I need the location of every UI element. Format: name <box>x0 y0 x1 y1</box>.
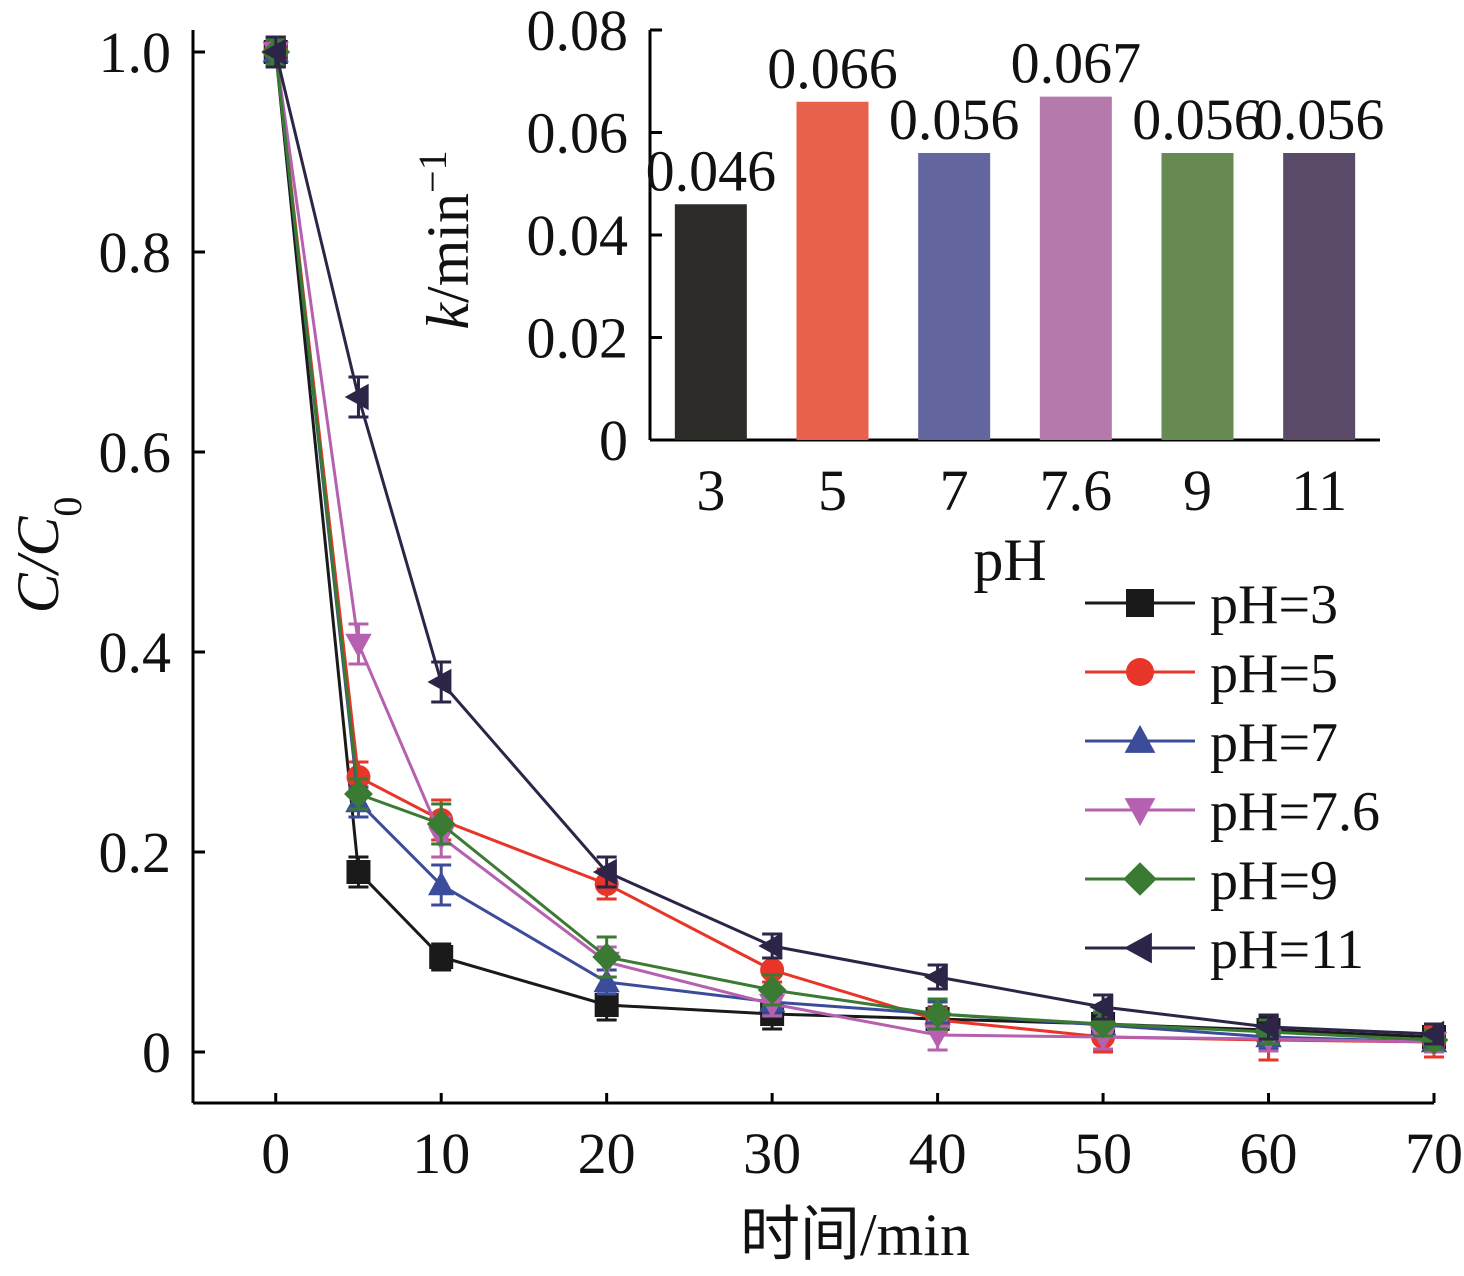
inset-y-axis-title-sup: −1 <box>410 150 455 193</box>
inset-y-tick-label: 0.04 <box>527 203 629 268</box>
legend-item: pH=7 <box>1085 712 1338 774</box>
legend-label: pH=9 <box>1210 850 1338 912</box>
data-point <box>428 871 455 896</box>
legend-marker <box>1124 724 1156 753</box>
legend-marker <box>1123 932 1152 964</box>
data-point <box>345 633 372 658</box>
legend-item: pH=11 <box>1085 919 1364 981</box>
bar-value-label: 0.066 <box>767 36 898 101</box>
inset-y-tick-label: 0.08 <box>527 0 629 63</box>
data-point <box>923 999 952 1029</box>
x-tick-label: 0 <box>261 1121 290 1186</box>
bar-pH-7.6 <box>1039 96 1112 440</box>
main-y-axis-title-sub: 0 <box>45 497 90 517</box>
bar-pH-7 <box>918 153 991 440</box>
data-point <box>594 993 619 1017</box>
inset-x-tick-label: 7.6 <box>1040 458 1113 523</box>
legend-label: pH=7.6 <box>1210 781 1380 843</box>
inset-x-axis-title: pH <box>973 527 1046 593</box>
legend-item: pH=7.6 <box>1085 781 1380 843</box>
legend-marker <box>1126 589 1154 617</box>
bar-value-label: 0.056 <box>1132 87 1263 152</box>
data-point <box>1420 1020 1445 1048</box>
bar-pH-3 <box>674 204 747 440</box>
data-point <box>593 968 620 993</box>
inset-y-tick-label: 0 <box>599 408 628 473</box>
inset-bar-chart: 00.020.040.060.083 5 7 7.6 9 11 0.0460.0660.0… <box>410 0 1385 593</box>
x-tick-label: 20 <box>578 1121 636 1186</box>
bar-pH-5 <box>796 101 869 440</box>
legend-item: pH=5 <box>1085 643 1338 705</box>
data-point <box>346 765 371 789</box>
data-point <box>592 858 617 886</box>
inset-ticks: 0 0.02 0.04 0.06 0.08 3 5 7 7.6 9 11 <box>527 0 1348 523</box>
data-point <box>924 1024 951 1049</box>
inset-y-tick-label: 0.06 <box>527 101 629 166</box>
data-point <box>426 809 456 839</box>
inset-y-tick-label: 0.02 <box>527 306 629 371</box>
legend: pH=3 pH=5 pH=7 pH=7.6 pH=9 pH=11 <box>1085 574 1380 981</box>
data-point <box>1089 1026 1117 1051</box>
bar-value-label: 0.056 <box>1254 87 1385 152</box>
x-tick-label: 60 <box>1240 1121 1298 1186</box>
series-pH=11 <box>261 35 1445 1048</box>
legend-marker <box>1126 658 1154 686</box>
data-point <box>758 932 783 960</box>
bar-value-label: 0.067 <box>1011 31 1142 96</box>
data-point <box>757 975 787 1005</box>
bar-value-label: 0.056 <box>889 87 1020 152</box>
data-point <box>1254 1013 1279 1041</box>
data-point <box>346 860 371 884</box>
inset-x-tick-label: 11 <box>1291 458 1347 523</box>
x-tick-label: 10 <box>412 1121 470 1186</box>
data-point <box>429 945 454 969</box>
inset-y-axis-title-base: k <box>415 302 481 330</box>
y-tick-label: 0.2 <box>99 820 172 885</box>
main-y-axis-title: C/C0 <box>5 497 90 614</box>
data-point <box>427 668 452 696</box>
inset-x-tick-label: 7 <box>940 458 969 523</box>
y-tick-label: 0.6 <box>99 420 172 485</box>
inset-y-axis-title: k/min−1 <box>410 150 482 329</box>
inset-y-axis-title-rest: /min <box>415 193 481 303</box>
y-tick-label: 0.4 <box>99 620 172 685</box>
main-y-axis-title-base: C/C <box>5 516 71 614</box>
legend-item: pH=9 <box>1085 850 1338 912</box>
data-point <box>592 942 622 972</box>
legend-label: pH=5 <box>1210 643 1338 705</box>
bar-pH-9 <box>1161 153 1234 440</box>
data-point <box>923 963 948 991</box>
bar-pH-11 <box>1283 153 1356 440</box>
legend-label: pH=3 <box>1210 574 1338 636</box>
inset-x-tick-label: 5 <box>818 458 847 523</box>
inset-x-tick-label: 9 <box>1183 458 1212 523</box>
y-tick-label: 0.8 <box>99 220 172 285</box>
main-series <box>261 35 1449 1062</box>
legend-marker <box>1124 798 1156 827</box>
inset-x-tick-label: 3 <box>696 458 725 523</box>
legend-label: pH=7 <box>1210 712 1338 774</box>
data-point <box>261 38 286 66</box>
y-tick-label: 0 <box>142 1020 171 1085</box>
legend-item: pH=3 <box>1085 574 1338 636</box>
x-tick-label: 30 <box>743 1121 801 1186</box>
main-x-axis-title: 时间/min <box>740 1202 970 1268</box>
x-tick-label: 50 <box>1074 1121 1132 1186</box>
legend-label: pH=11 <box>1210 919 1364 981</box>
data-point <box>1089 993 1114 1021</box>
x-tick-label: 70 <box>1405 1121 1463 1186</box>
bar-value-label: 0.046 <box>646 138 777 203</box>
y-tick-label: 1.0 <box>99 20 172 85</box>
data-point <box>344 383 369 411</box>
data-point <box>344 779 373 809</box>
x-tick-label: 40 <box>909 1121 967 1186</box>
series-pH=9 <box>261 37 1449 1055</box>
legend-marker <box>1123 862 1157 896</box>
